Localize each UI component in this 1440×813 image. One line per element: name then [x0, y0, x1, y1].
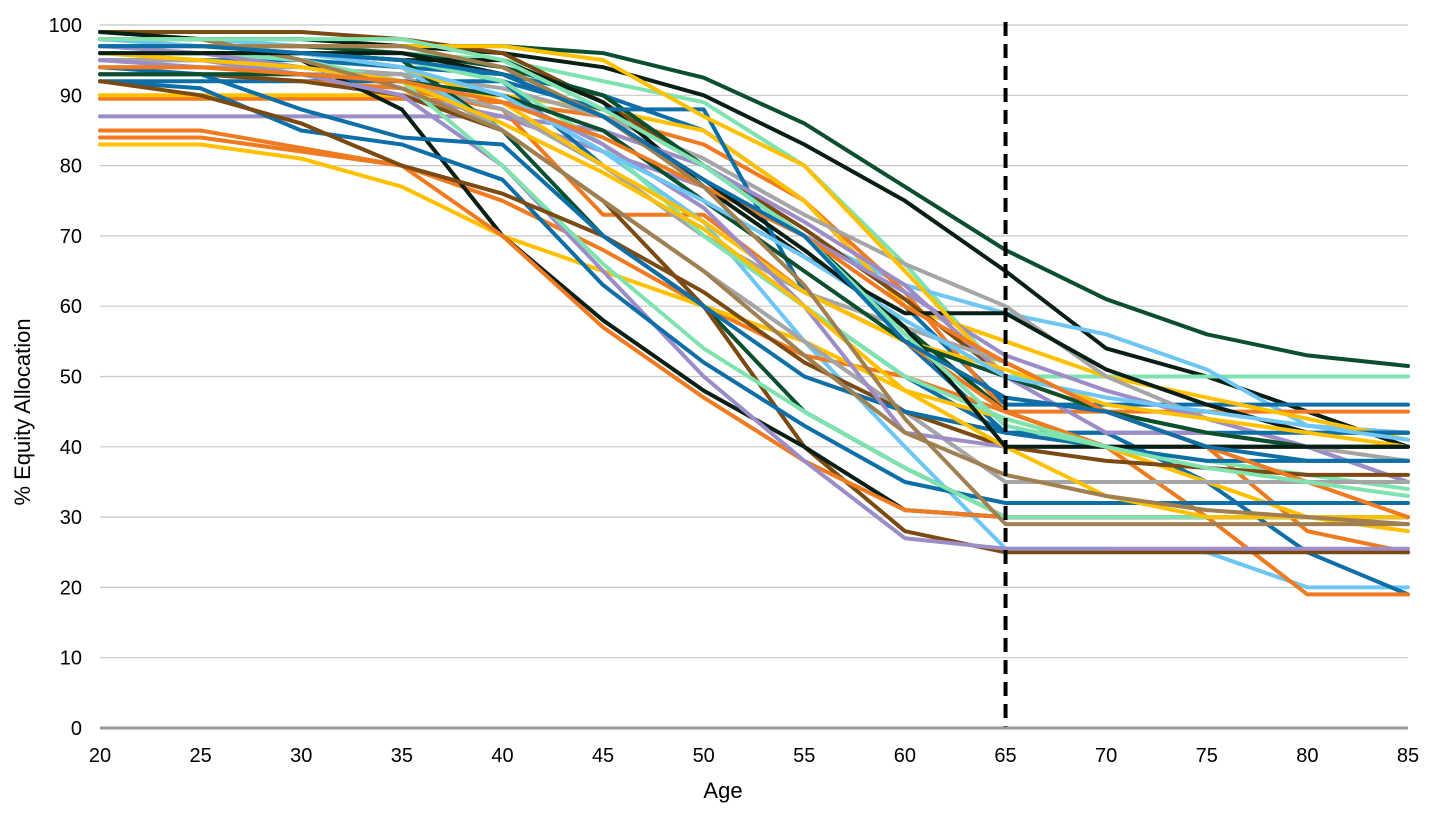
x-tick-label: 35 [391, 745, 413, 767]
series-line-7 [98, 93, 1410, 442]
series-line-34 [98, 65, 1410, 463]
x-tick-label: 85 [1397, 745, 1419, 767]
x-tick-label: 60 [894, 745, 916, 767]
x-tick-label: 55 [793, 745, 815, 767]
series-lines [98, 30, 1410, 597]
x-tick-label: 75 [1196, 745, 1218, 767]
series-line-42 [98, 44, 1410, 527]
y-tick-label: 90 [60, 85, 82, 107]
series-line-33 [98, 79, 1410, 477]
x-axis-title: Age [703, 778, 742, 803]
series-line-18 [98, 128, 1410, 597]
x-tick-label: 45 [592, 745, 614, 767]
y-tick-label: 100 [49, 15, 82, 37]
y-tick-label: 70 [60, 226, 82, 248]
series-line-25 [98, 30, 1410, 520]
series-line-24 [98, 72, 1410, 555]
series-line-27 [98, 58, 1410, 551]
series-line-37 [98, 51, 1410, 520]
y-axis-title: % Equity Allocation [10, 318, 35, 505]
series-line-5 [98, 58, 1410, 407]
x-tick-label: 40 [491, 745, 513, 767]
x-tick-label: 50 [693, 745, 715, 767]
x-tick-label: 80 [1296, 745, 1318, 767]
y-tick-label: 10 [60, 648, 82, 670]
x-tick-label: 65 [994, 745, 1016, 767]
series-line-20 [98, 142, 1410, 534]
series-line-4 [98, 30, 1410, 435]
y-tick-label: 50 [60, 367, 82, 389]
series-line-43 [98, 37, 1410, 498]
x-tick-label: 25 [189, 745, 211, 767]
x-tick-label: 30 [290, 745, 312, 767]
y-tick-label: 80 [60, 156, 82, 178]
y-tick-label: 40 [60, 437, 82, 459]
series-line-19 [98, 114, 1410, 484]
y-tick-label: 0 [71, 718, 82, 740]
series-line-28 [98, 79, 1410, 505]
y-tick-label: 20 [60, 577, 82, 599]
series-line-38 [98, 37, 1410, 527]
tick-labels: 0 10 20 30 40 50 60 70 80 90 100 20 25 30 35 40 45 50 55 60… [49, 15, 1420, 767]
y-tick-label: 60 [60, 296, 82, 318]
x-tick-label: 20 [89, 745, 111, 767]
x-tick-label: 70 [1095, 745, 1117, 767]
y-tick-label: 30 [60, 507, 82, 529]
series-line-41 [98, 51, 1410, 449]
series-line-44 [98, 44, 1410, 463]
